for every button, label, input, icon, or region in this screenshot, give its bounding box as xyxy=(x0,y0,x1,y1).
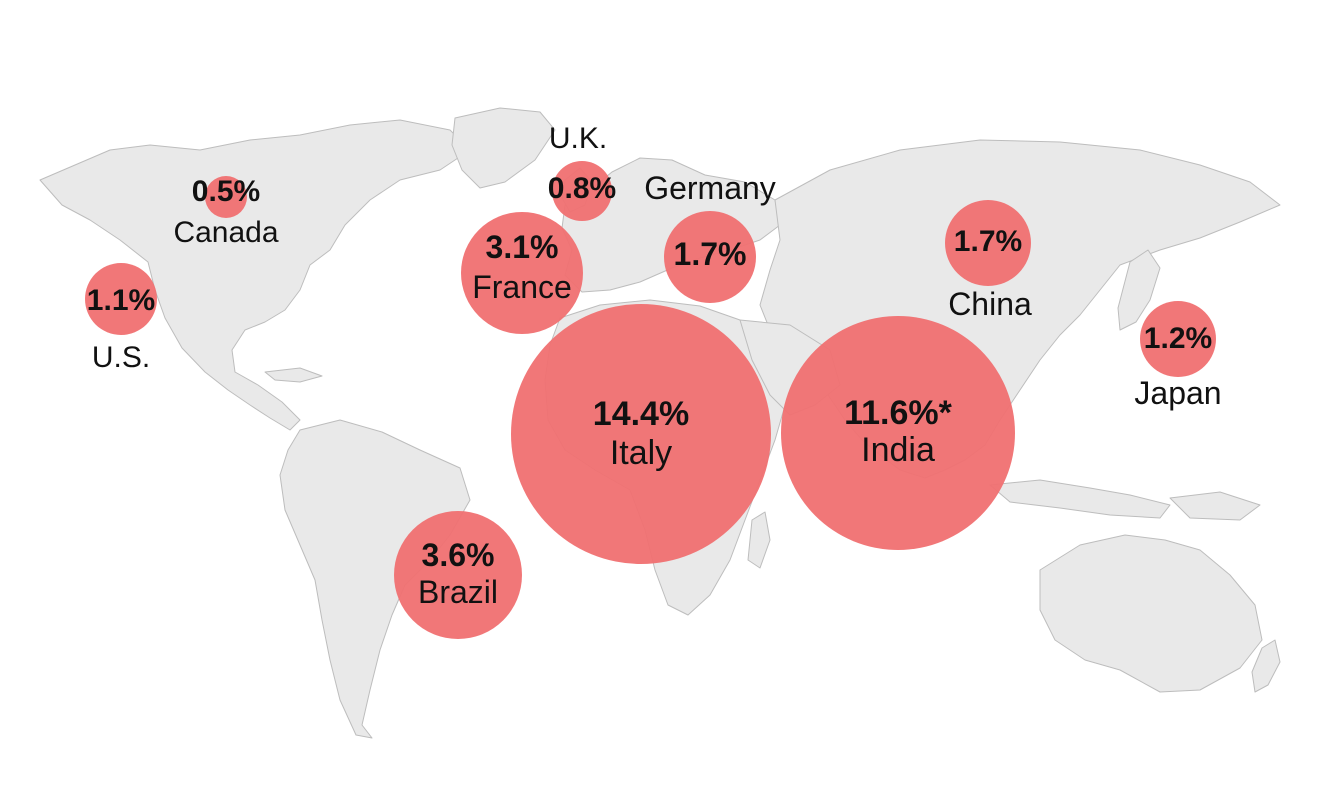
bubble-germany xyxy=(664,211,756,303)
country-label-brazil: Brazil xyxy=(418,574,498,610)
label-layer: 14.4%Italy 11.6%*India 3.6%Brazil 3.1% Franc… xyxy=(87,122,1222,610)
value-label-canada: 0.5% xyxy=(192,175,260,208)
value-label-japan: 1.2% xyxy=(1144,322,1212,355)
landmass-south-america xyxy=(279,419,471,739)
bubble-italy xyxy=(511,304,771,564)
landmass-indonesia xyxy=(989,479,1171,519)
value-label-uk: 0.8% xyxy=(548,172,616,205)
landmass-greenland xyxy=(451,107,556,189)
bubble-layer xyxy=(85,161,1216,639)
bubble-france xyxy=(461,212,583,334)
landmass-madagascar xyxy=(747,511,771,569)
country-label-germany: Germany xyxy=(644,170,776,206)
country-label-china: China xyxy=(948,286,1032,322)
country-label-japan: Japan xyxy=(1134,375,1221,411)
value-label-india: 11.6%* xyxy=(844,394,953,432)
bubble-uk xyxy=(552,161,612,221)
landmass-north-america xyxy=(39,119,471,431)
country-label-us: U.S. xyxy=(92,341,150,374)
landmass-australia xyxy=(1039,534,1263,693)
country-label-italy: Italy xyxy=(610,434,672,472)
landmass-new-zealand xyxy=(1251,639,1281,693)
value-label-brazil: 3.6% xyxy=(422,537,495,573)
value-label-france: 3.1% xyxy=(486,229,559,265)
country-label-canada: Canada xyxy=(173,216,278,249)
bubble-us xyxy=(85,263,157,335)
value-label-china: 1.7% xyxy=(954,225,1022,258)
landmass-japan xyxy=(1117,249,1161,331)
country-label-india: India xyxy=(861,431,935,469)
value-label-italy: 14.4% xyxy=(593,395,689,433)
value-label-germany: 1.7% xyxy=(674,236,747,272)
bubble-india xyxy=(781,316,1015,550)
landmass-new-guinea xyxy=(1169,491,1261,521)
landmass-caribbean xyxy=(264,367,323,383)
country-label-france: France xyxy=(472,269,572,305)
country-label-uk: U.K. xyxy=(549,122,607,155)
bubble-brazil xyxy=(394,511,522,639)
value-label-us: 1.1% xyxy=(87,284,155,317)
bubble-china xyxy=(945,200,1031,286)
bubble-canada xyxy=(205,176,247,218)
bubble-japan xyxy=(1140,301,1216,377)
